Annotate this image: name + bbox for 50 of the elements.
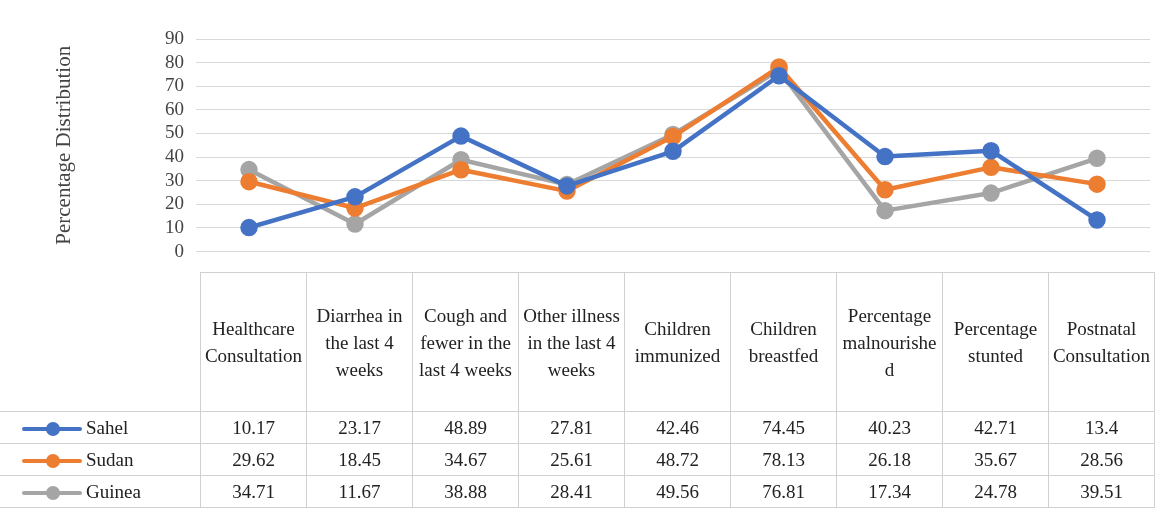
x-tick-label: Percentage malnourished [836, 272, 943, 412]
data-label: 17.34 [836, 475, 943, 508]
data-label: 40.23 [836, 411, 943, 444]
data-label: 38.88 [412, 475, 519, 508]
y-tick-label: 30 [165, 168, 184, 190]
data-label: 76.81 [730, 475, 837, 508]
data-label: 34.67 [412, 443, 519, 476]
data-label: 23.17 [306, 411, 413, 444]
data-label: 24.78 [942, 475, 1049, 508]
data-label: 26.18 [836, 443, 943, 476]
data-label: 28.56 [1048, 443, 1155, 476]
data-label: 48.89 [412, 411, 519, 444]
data-label: 49.56 [624, 475, 731, 508]
data-label: 29.62 [200, 443, 307, 476]
data-label: 18.45 [306, 443, 413, 476]
y-tick-label: 0 [174, 239, 184, 261]
data-label: 48.72 [624, 443, 731, 476]
legend-label: Sudan [86, 448, 134, 470]
data-label: 28.41 [518, 475, 625, 508]
y-tick-label: 20 [165, 192, 184, 214]
y-tick-label: 60 [165, 97, 184, 119]
data-label: 35.67 [942, 443, 1049, 476]
y-tick-label: 80 [165, 50, 184, 72]
y-tick-label: 10 [165, 215, 184, 237]
y-tick-label: 40 [165, 145, 184, 167]
data-label: 13.4 [1048, 411, 1155, 444]
data-label: 10.17 [200, 411, 307, 444]
x-tick-label: Percentage stunted [942, 272, 1049, 412]
data-label: 42.71 [942, 411, 1049, 444]
x-tick-label: Children breastfed [730, 272, 837, 412]
data-label: 42.46 [624, 411, 731, 444]
legend-label: Sahel [86, 416, 129, 438]
data-label: 34.71 [200, 475, 307, 508]
x-tick-label: Other illness in the last 4 weeks [518, 272, 625, 412]
y-tick-label: 70 [165, 74, 184, 96]
y-tick-label: 90 [165, 26, 184, 48]
legend-label: Guinea [86, 480, 141, 502]
data-label: 78.13 [730, 443, 837, 476]
data-label: 74.45 [730, 411, 837, 444]
x-tick-label: Children immunized [624, 272, 731, 412]
x-tick-label: Cough and fewer in the last 4 weeks [412, 272, 519, 412]
x-tick-label: Healthcare Consultation [200, 272, 307, 412]
data-label: 11.67 [306, 475, 413, 508]
data-label: 25.61 [518, 443, 625, 476]
data-label: 39.51 [1048, 475, 1155, 508]
y-tick-label: 50 [165, 121, 184, 143]
y-axis-title: Percentage Distribution [51, 45, 76, 245]
data-label: 27.81 [518, 411, 625, 444]
x-tick-label: Diarrhea in the last 4 weeks [306, 272, 413, 412]
x-tick-label: Postnatal Consultation [1048, 272, 1155, 412]
